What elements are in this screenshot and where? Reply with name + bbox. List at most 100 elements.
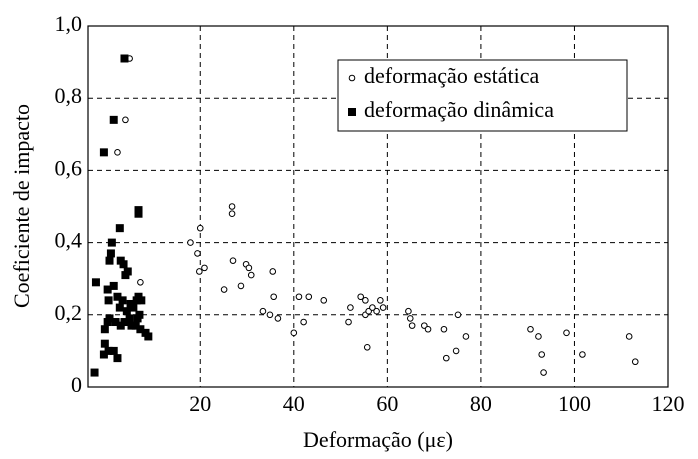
x-tick-label: 120 <box>652 391 685 416</box>
point <box>406 315 414 322</box>
legend-marker <box>348 74 356 82</box>
point <box>424 325 432 333</box>
point <box>347 304 354 311</box>
point <box>363 343 371 351</box>
point <box>134 209 143 218</box>
x-tick-label: 20 <box>189 391 211 416</box>
point <box>245 264 253 272</box>
point <box>462 333 470 340</box>
legend-marker <box>348 108 356 116</box>
point <box>127 321 136 330</box>
point <box>527 325 534 333</box>
point <box>440 325 448 333</box>
point <box>104 346 113 355</box>
point <box>290 329 298 337</box>
legend-label: deformação dinâmica <box>364 97 554 122</box>
point <box>99 148 108 157</box>
point <box>122 116 129 124</box>
point <box>201 264 208 272</box>
x-tick-label: 40 <box>283 391 305 416</box>
point <box>135 310 144 319</box>
x-axis-label: Deformação (με) <box>303 427 453 452</box>
point <box>320 297 328 304</box>
point <box>106 249 115 258</box>
point <box>228 210 236 218</box>
point <box>136 325 145 334</box>
point <box>104 296 113 305</box>
point <box>137 279 144 286</box>
y-tick-label: 1,0 <box>55 11 83 36</box>
point <box>579 351 586 358</box>
point <box>129 303 138 312</box>
point <box>270 293 277 301</box>
legend-box <box>337 59 628 132</box>
point <box>266 311 274 319</box>
legend-label: deformação estática <box>364 63 540 88</box>
point <box>237 282 245 290</box>
x-tick-label: 80 <box>470 391 492 416</box>
point <box>109 115 118 124</box>
point <box>103 318 112 327</box>
point <box>228 203 236 210</box>
x-tick-label: 100 <box>558 391 591 416</box>
point <box>540 369 547 376</box>
point <box>107 238 116 247</box>
point <box>125 314 134 323</box>
point <box>625 333 633 340</box>
point <box>137 296 146 305</box>
point <box>452 347 460 355</box>
point <box>100 339 109 348</box>
plot-frame <box>87 25 669 388</box>
point <box>100 325 109 334</box>
point <box>111 318 120 327</box>
point <box>538 351 546 358</box>
point <box>103 285 112 294</box>
point <box>91 278 100 287</box>
point <box>345 318 352 326</box>
point <box>377 297 384 304</box>
point <box>109 346 118 355</box>
point <box>194 250 201 257</box>
point <box>259 307 267 315</box>
point <box>300 318 307 326</box>
x-tick-label: 60 <box>376 391 398 416</box>
point <box>196 268 203 275</box>
point <box>99 350 108 359</box>
point <box>295 293 303 301</box>
point <box>131 321 140 330</box>
point <box>144 332 153 341</box>
point <box>247 271 255 279</box>
point <box>405 307 412 315</box>
point <box>274 315 282 322</box>
y-tick-label: 0,4 <box>55 228 83 253</box>
point <box>269 268 277 275</box>
point <box>115 224 124 233</box>
point <box>187 239 194 246</box>
point <box>122 307 131 316</box>
point <box>120 318 129 327</box>
point <box>114 149 121 156</box>
point <box>369 304 376 311</box>
point <box>220 286 228 293</box>
point <box>305 293 313 301</box>
point <box>454 311 462 319</box>
point <box>105 256 114 265</box>
point <box>196 224 204 232</box>
point <box>442 354 450 362</box>
point <box>120 54 129 63</box>
point <box>229 257 237 264</box>
point <box>90 368 99 377</box>
point <box>362 297 369 304</box>
point <box>113 292 122 301</box>
point <box>535 333 542 340</box>
point <box>113 354 122 363</box>
point <box>408 322 416 329</box>
point <box>118 296 127 305</box>
point <box>109 281 118 290</box>
y-tick-label: 0,6 <box>55 155 83 180</box>
y-axis-label: Coeficiente de impacto <box>9 104 34 308</box>
point <box>563 329 570 337</box>
point <box>631 358 639 366</box>
point <box>115 303 124 312</box>
